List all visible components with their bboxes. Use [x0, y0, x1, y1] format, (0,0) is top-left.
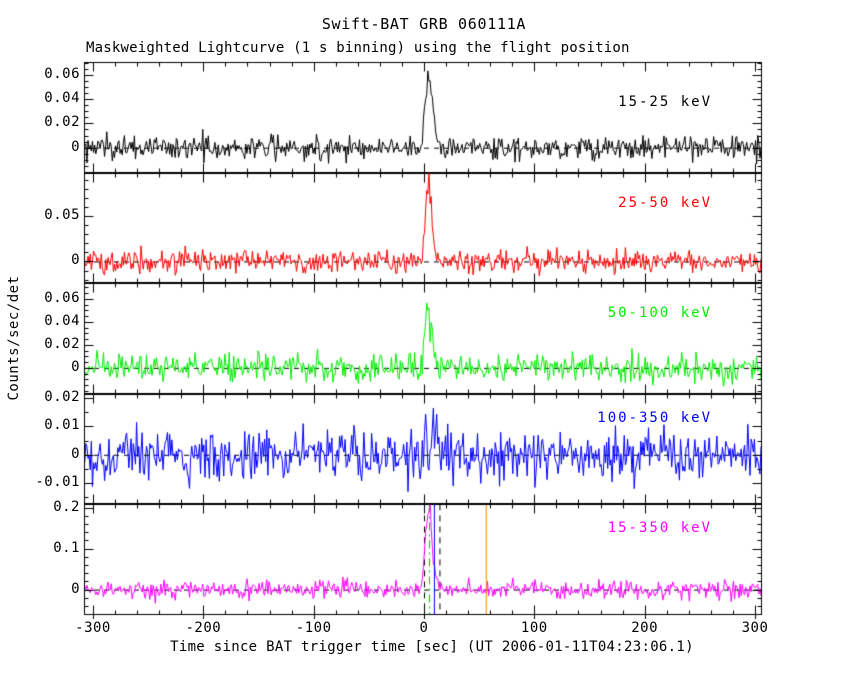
- legend-15-350-kev: 15-350 keV: [607, 520, 712, 537]
- y-tick-label: 0.1: [53, 539, 80, 556]
- y-tick-label: 0.01: [44, 417, 80, 434]
- y-tick-label: -0.01: [35, 474, 80, 491]
- x-tick-label: -300: [75, 620, 111, 636]
- chart-subtitle: Maskweighted Lightcurve (1 s binning) us…: [86, 40, 630, 56]
- y-tick-label: 0.2: [53, 498, 80, 515]
- y-tick-label: 0.02: [44, 335, 80, 352]
- y-tick-label: 0: [71, 252, 80, 269]
- x-tick-label: -100: [295, 620, 332, 636]
- y-tick-label: 0.02: [44, 389, 80, 406]
- y-tick-label: 0.06: [44, 289, 80, 306]
- x-axis-label: Time since BAT trigger time [sec] (UT 20…: [170, 639, 694, 655]
- x-tick-label: 100: [520, 620, 548, 636]
- x-tick-label: 200: [631, 620, 659, 636]
- y-tick-label: 0.05: [44, 207, 80, 224]
- y-tick-label: 0.06: [44, 65, 80, 82]
- y-tick-label: 0.04: [44, 312, 80, 329]
- y-tick-label: 0: [71, 138, 80, 155]
- legend-50-100-kev: 50-100 keV: [607, 305, 712, 322]
- y-tick-label: 0.04: [44, 90, 80, 107]
- legend-15-25-kev: 15-25 keV: [618, 94, 712, 110]
- legend-25-50-kev: 25-50 keV: [618, 194, 712, 211]
- y-tick-label: 0: [71, 580, 80, 597]
- x-tick-label: 0: [419, 620, 429, 636]
- y-tick-label: 0: [71, 358, 80, 375]
- x-tick-label: 300: [741, 620, 769, 636]
- y-tick-label: 0.02: [44, 114, 80, 131]
- y-tick-label: 0: [71, 445, 80, 462]
- chart-title: Swift-BAT GRB 060111A: [321, 15, 527, 33]
- legend-100-350-kev: 100-350 keV: [597, 409, 712, 426]
- x-tick-label: -200: [185, 620, 222, 636]
